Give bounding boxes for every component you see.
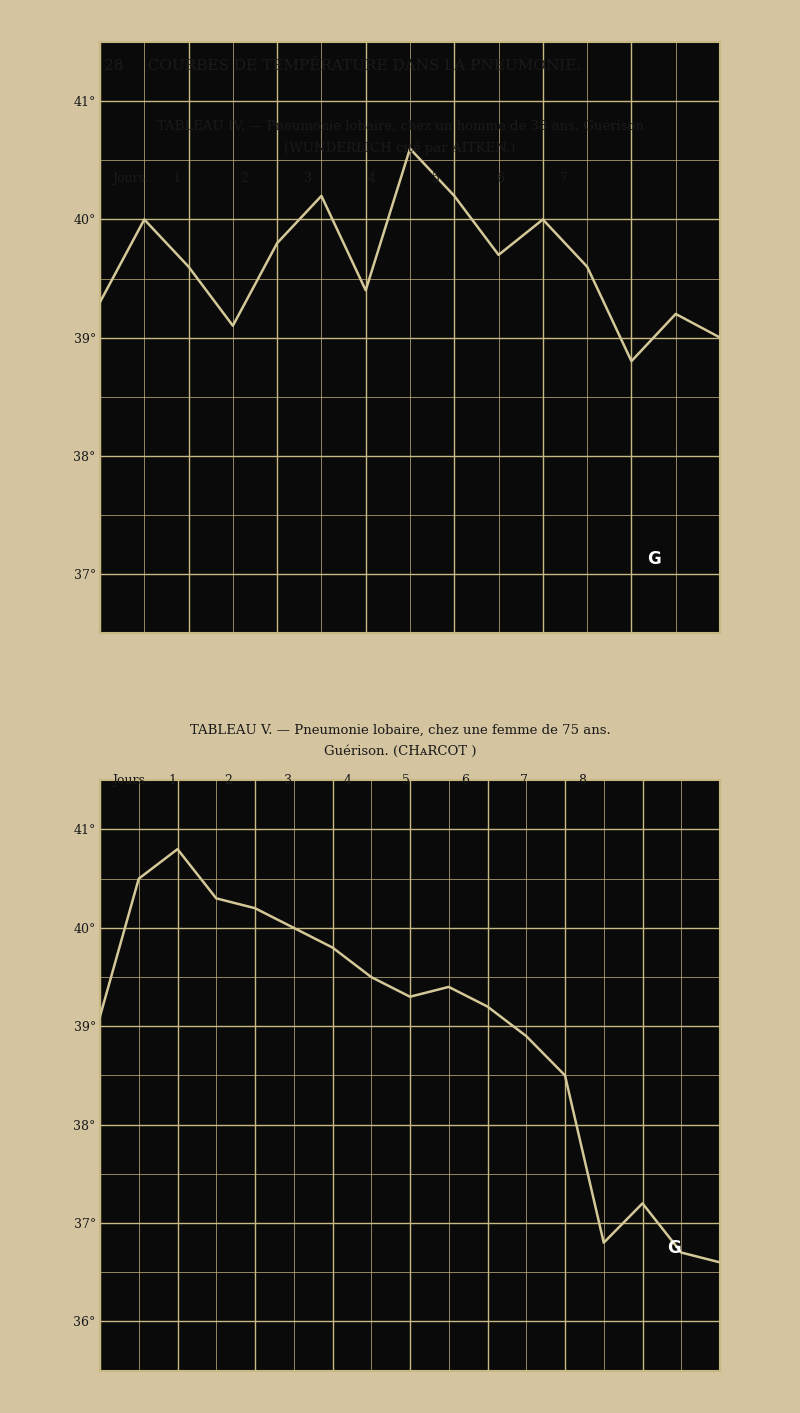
Text: Guérison. (CHᴀRCOT ): Guérison. (CHᴀRCOT ): [324, 745, 476, 757]
Text: 2: 2: [224, 774, 232, 787]
Text: 6: 6: [462, 774, 470, 787]
Text: 7: 7: [520, 774, 528, 787]
Text: 1: 1: [168, 774, 176, 787]
Text: 4: 4: [368, 172, 376, 185]
Text: 3: 3: [304, 172, 312, 185]
Text: 3: 3: [284, 774, 292, 787]
Text: 7: 7: [560, 172, 568, 185]
Text: TABLEAU V. — Pneumonie lobaire, chez une femme de 75 ans.: TABLEAU V. — Pneumonie lobaire, chez une…: [190, 723, 610, 736]
Text: (WUNDERLICH cité par AITKEN.): (WUNDERLICH cité par AITKEN.): [284, 141, 516, 155]
Text: 1: 1: [172, 172, 180, 185]
Text: 8: 8: [578, 774, 586, 787]
Text: 5: 5: [402, 774, 410, 787]
Text: Jours.: Jours.: [112, 172, 149, 185]
Text: TABLEAU IV. — Pneumonie lobaire, chez un homme de 38 ans. Guérison: TABLEAU IV. — Pneumonie lobaire, chez un…: [157, 120, 643, 133]
Text: 28     COURBES DE TEMPÉRATURE DANS LA PNEUMONIE.: 28 COURBES DE TEMPÉRATURE DANS LA PNEUMO…: [104, 59, 581, 73]
Text: 2: 2: [240, 172, 248, 185]
Text: 4: 4: [344, 774, 352, 787]
Text: G: G: [646, 550, 661, 568]
Text: 6: 6: [496, 172, 504, 185]
Text: G: G: [666, 1239, 680, 1258]
Text: Jours.: Jours.: [112, 774, 149, 787]
Text: 5: 5: [432, 172, 440, 185]
